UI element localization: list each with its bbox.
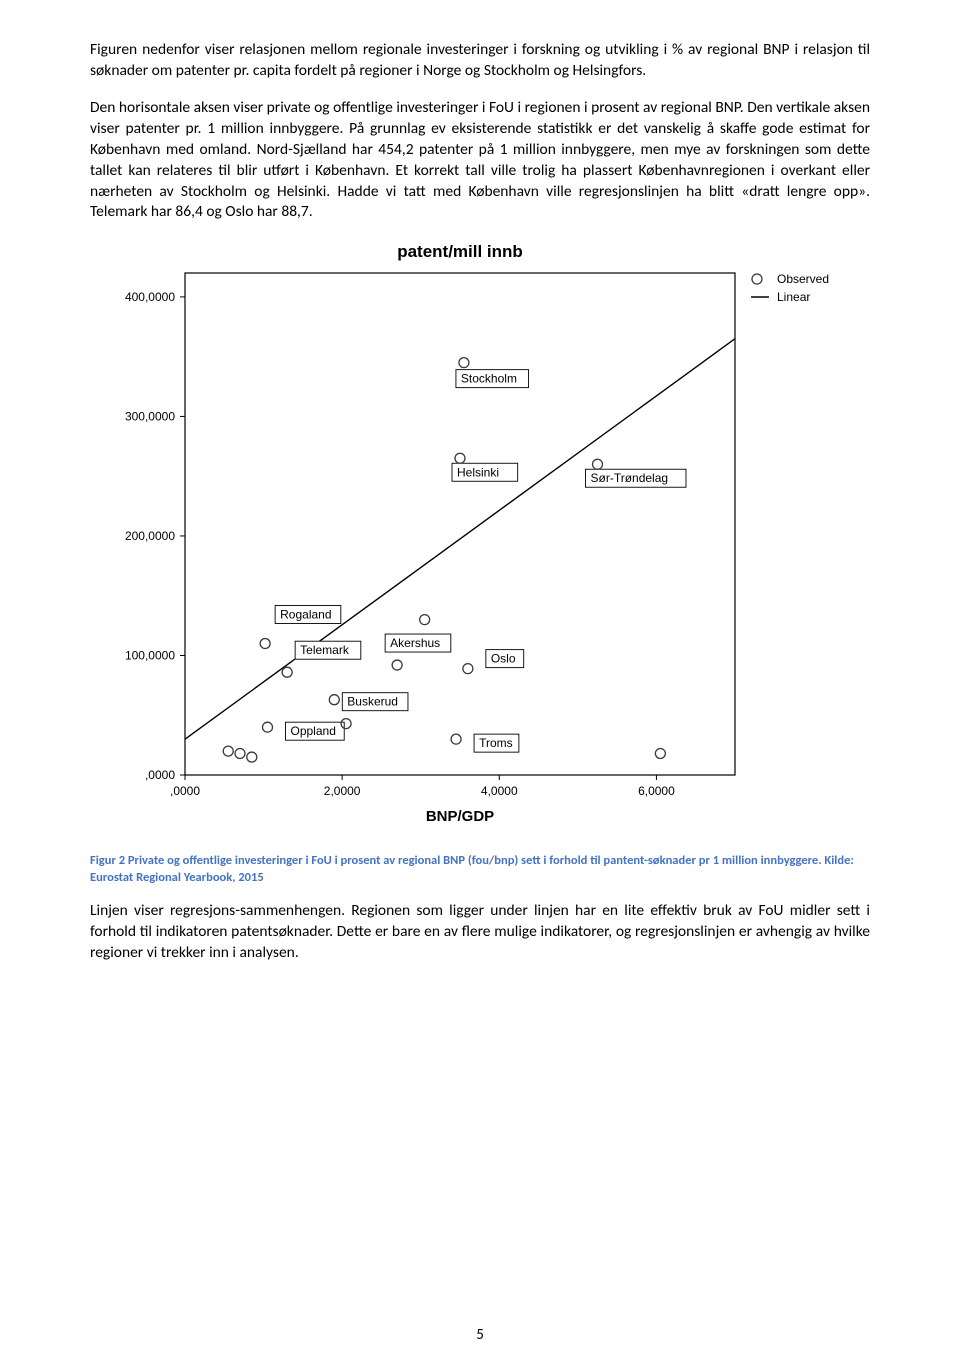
page-number: 5 [0, 1326, 960, 1344]
scatter-chart: patent/mill innb ,0000 100,0000 200,0000 300… [95, 239, 865, 829]
svg-text:,0000: ,0000 [170, 784, 200, 798]
paragraph-body: Den horisontale aksen viser private og o… [90, 98, 870, 224]
svg-text:Oppland: Oppland [291, 725, 336, 739]
svg-text:4,0000: 4,0000 [481, 784, 518, 798]
svg-text:Rogaland: Rogaland [280, 608, 331, 622]
svg-text:100,0000: 100,0000 [125, 649, 175, 663]
svg-text:Oslo: Oslo [491, 652, 516, 666]
svg-text:Stockholm: Stockholm [461, 372, 517, 386]
svg-text:400,0000: 400,0000 [125, 290, 175, 304]
svg-text:Observed: Observed [777, 272, 829, 286]
svg-text:6,0000: 6,0000 [638, 784, 675, 798]
paragraph-intro: Figuren nedenfor viser relasjonen mellom… [90, 40, 870, 82]
svg-text:Troms: Troms [479, 737, 513, 751]
svg-text:BNP/GDP: BNP/GDP [426, 808, 494, 825]
svg-text:Sør-Trøndelag: Sør-Trøndelag [591, 472, 669, 486]
svg-text:Helsinki: Helsinki [457, 466, 499, 480]
svg-text:300,0000: 300,0000 [125, 410, 175, 424]
svg-text:patent/mill innb: patent/mill innb [397, 242, 523, 261]
svg-text:Linear: Linear [777, 290, 810, 304]
figure-caption: Figur 2 Private og offentlige investerin… [90, 853, 870, 887]
chart-container: patent/mill innb ,0000 100,0000 200,0000 300… [90, 239, 870, 829]
paragraph-after: Linjen viser regresjons-sammenhengen. Re… [90, 901, 870, 964]
svg-text:,0000: ,0000 [145, 768, 175, 782]
svg-text:2,0000: 2,0000 [324, 784, 361, 798]
svg-text:Akershus: Akershus [390, 636, 440, 650]
svg-text:Buskerud: Buskerud [347, 695, 398, 709]
svg-text:Telemark: Telemark [300, 644, 350, 658]
svg-text:200,0000: 200,0000 [125, 529, 175, 543]
